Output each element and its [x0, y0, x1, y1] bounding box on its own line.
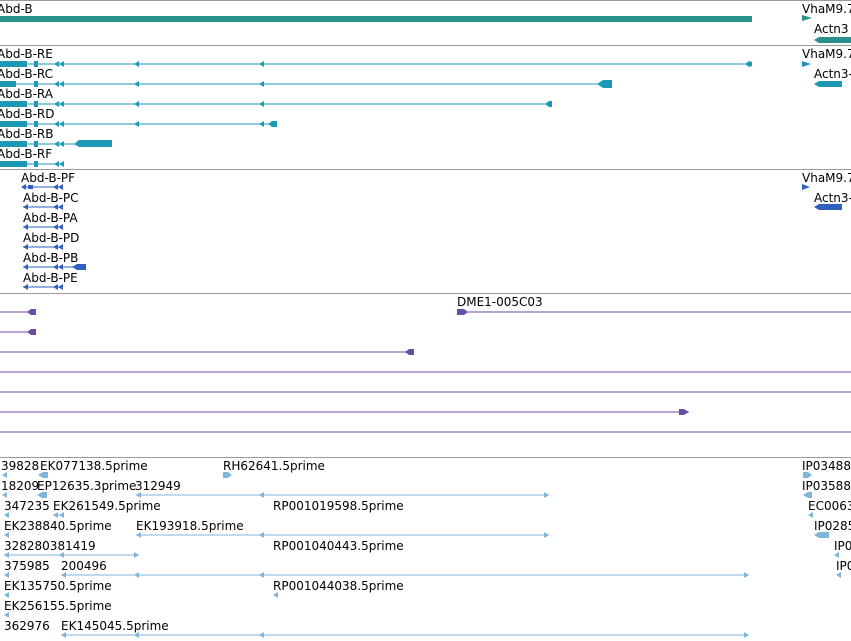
est-label-ek256155[interactable]: EK256155.5prime	[4, 599, 112, 613]
est-row-7[interactable]	[4, 592, 278, 598]
protein-track: Abd-B-PF Abd-B-PC Abd-B-PA Abd-B-PD Abd-…	[0, 170, 851, 293]
clone-row-6[interactable]	[0, 409, 689, 415]
transcript-abd-b-ra[interactable]	[0, 101, 552, 107]
gene-label-actn3[interactable]: Actn3	[814, 22, 849, 36]
protein-label-abd-b-pf[interactable]: Abd-B-PF	[21, 171, 76, 185]
clone-row-3[interactable]	[0, 349, 414, 355]
est-row-9[interactable]	[61, 632, 749, 638]
transcript-track: Abd-B-RE Abd-B-RC Abd-B-RA Abd-B-RD Abd-…	[0, 46, 851, 169]
est-label-ip0-b[interactable]: IP0	[836, 559, 851, 573]
protein-label-abd-b-pb[interactable]: Abd-B-PB	[23, 251, 79, 265]
est-label-ip03488[interactable]: IP03488	[802, 459, 851, 473]
protein-abd-b-pe[interactable]	[23, 284, 63, 290]
est-row-2[interactable]	[2, 492, 812, 498]
est-label-ek261549[interactable]: EK261549.5prime	[53, 499, 161, 513]
transcript-label-abd-b-re[interactable]: Abd-B-RE	[0, 47, 53, 61]
protein-abd-b-pb[interactable]	[23, 264, 86, 270]
est-label-ek193918[interactable]: EK193918.5prime	[136, 519, 244, 533]
est-label-ek145045[interactable]: EK145045.5prime	[61, 619, 169, 633]
est-label-ec0063[interactable]: EC0063	[808, 499, 851, 513]
protein-abd-b-pf[interactable]	[21, 184, 63, 190]
gene-abd-b[interactable]	[0, 16, 752, 22]
est-label-rp001044038[interactable]: RP001044038.5prime	[273, 579, 404, 593]
track-separator-transcripts	[0, 169, 851, 170]
protein-label-actn3[interactable]: Actn3-	[814, 191, 851, 205]
est-row-6[interactable]	[4, 572, 841, 578]
gene-track: Abd-B VhaM9.7 Actn3	[0, 0, 851, 45]
transcript-features	[0, 61, 842, 167]
est-row-5[interactable]	[4, 552, 839, 558]
transcript-label-abd-b-rc[interactable]: Abd-B-RC	[0, 67, 54, 81]
est-row-1[interactable]	[2, 472, 812, 478]
est-label-ip03588[interactable]: IP03588	[802, 479, 851, 493]
track-separator-clones	[0, 457, 851, 458]
protein-label-abd-b-pc[interactable]: Abd-B-PC	[23, 191, 79, 205]
clone-row-1[interactable]	[0, 309, 851, 315]
est-label-39828[interactable]: 39828	[1, 459, 40, 473]
protein-label-abd-b-pe[interactable]: Abd-B-PE	[23, 271, 78, 285]
protein-features	[21, 184, 842, 290]
est-label-200496[interactable]: 200496	[61, 559, 107, 573]
est-row-3[interactable]	[4, 512, 813, 518]
est-label-ip0-a[interactable]: IP0	[834, 539, 851, 553]
protein-label-abd-b-pd[interactable]: Abd-B-PD	[23, 231, 80, 245]
transcript-label-actn3[interactable]: Actn3-	[814, 67, 851, 81]
est-label-ek135750[interactable]: EK135750.5prime	[4, 579, 112, 593]
est-label-rh62641[interactable]: RH62641.5prime	[223, 459, 325, 473]
est-label-rp001019598[interactable]: RP001019598.5prime	[273, 499, 404, 513]
track-separator-proteins	[0, 293, 851, 294]
est-label-18209[interactable]: 18209	[1, 479, 40, 493]
est-track: 39828 EK077138.5prime RH62641.5prime IP0…	[0, 458, 851, 641]
transcript-abd-b-rd[interactable]	[0, 121, 277, 127]
est-label-rp001040443[interactable]: RP001040443.5prime	[273, 539, 404, 553]
protein-label-abd-b-pa[interactable]: Abd-B-PA	[23, 211, 78, 225]
protein-vham9-7[interactable]	[802, 184, 810, 190]
est-row-8[interactable]	[4, 612, 9, 618]
transcript-abd-b-rb[interactable]	[0, 140, 112, 147]
est-label-328280381419[interactable]: 328280381419	[4, 539, 96, 553]
est-label-347235[interactable]: 347235	[4, 499, 50, 513]
protein-abd-b-pd[interactable]	[23, 244, 63, 250]
clone-row-2[interactable]	[0, 329, 36, 335]
transcript-label-abd-b-rf[interactable]: Abd-B-RF	[0, 147, 53, 161]
est-label-ek077138[interactable]: EK077138.5prime	[40, 459, 148, 473]
protein-abd-b-pa[interactable]	[23, 224, 63, 230]
protein-label-vham9-7[interactable]: VhaM9.7	[802, 171, 851, 185]
gene-actn3[interactable]	[814, 37, 851, 43]
transcript-abd-b-re[interactable]	[0, 61, 811, 67]
est-features	[2, 472, 841, 638]
track-separator-top	[0, 0, 851, 1]
transcript-abd-b-rf[interactable]	[0, 161, 64, 167]
est-label-ip0285[interactable]: IP0285	[814, 519, 851, 533]
est-label-ek238840[interactable]: EK238840.5prime	[4, 519, 112, 533]
transcript-label-abd-b-ra[interactable]: Abd-B-RA	[0, 87, 53, 101]
est-row-4[interactable]	[4, 532, 829, 538]
gene-label-vham9-7[interactable]: VhaM9.7	[802, 2, 851, 16]
clone-label-dme1-005c03[interactable]: DME1-005C03	[457, 295, 543, 309]
est-label-312949[interactable]: 312949	[135, 479, 181, 493]
est-label-ep12635[interactable]: EP12635.3prime	[37, 479, 137, 493]
est-label-362976[interactable]: 362976	[4, 619, 50, 633]
gene-label-abd-b[interactable]: Abd-B	[0, 2, 33, 16]
transcript-label-vham9-7[interactable]: VhaM9.7	[802, 47, 851, 61]
transcript-label-abd-b-rb[interactable]: Abd-B-RB	[0, 127, 54, 141]
est-label-375985[interactable]: 375985	[4, 559, 50, 573]
clone-track: DME1-005C03	[0, 294, 851, 457]
clone-features	[0, 309, 851, 433]
track-separator-genes	[0, 45, 851, 46]
protein-abd-b-pc[interactable]	[23, 204, 63, 210]
gene-vham9-7[interactable]	[802, 15, 812, 21]
protein-actn3[interactable]	[814, 204, 842, 210]
transcript-label-abd-b-rd[interactable]: Abd-B-RD	[0, 107, 55, 121]
transcript-abd-b-rc[interactable]	[0, 80, 842, 88]
gene-features	[0, 15, 851, 43]
